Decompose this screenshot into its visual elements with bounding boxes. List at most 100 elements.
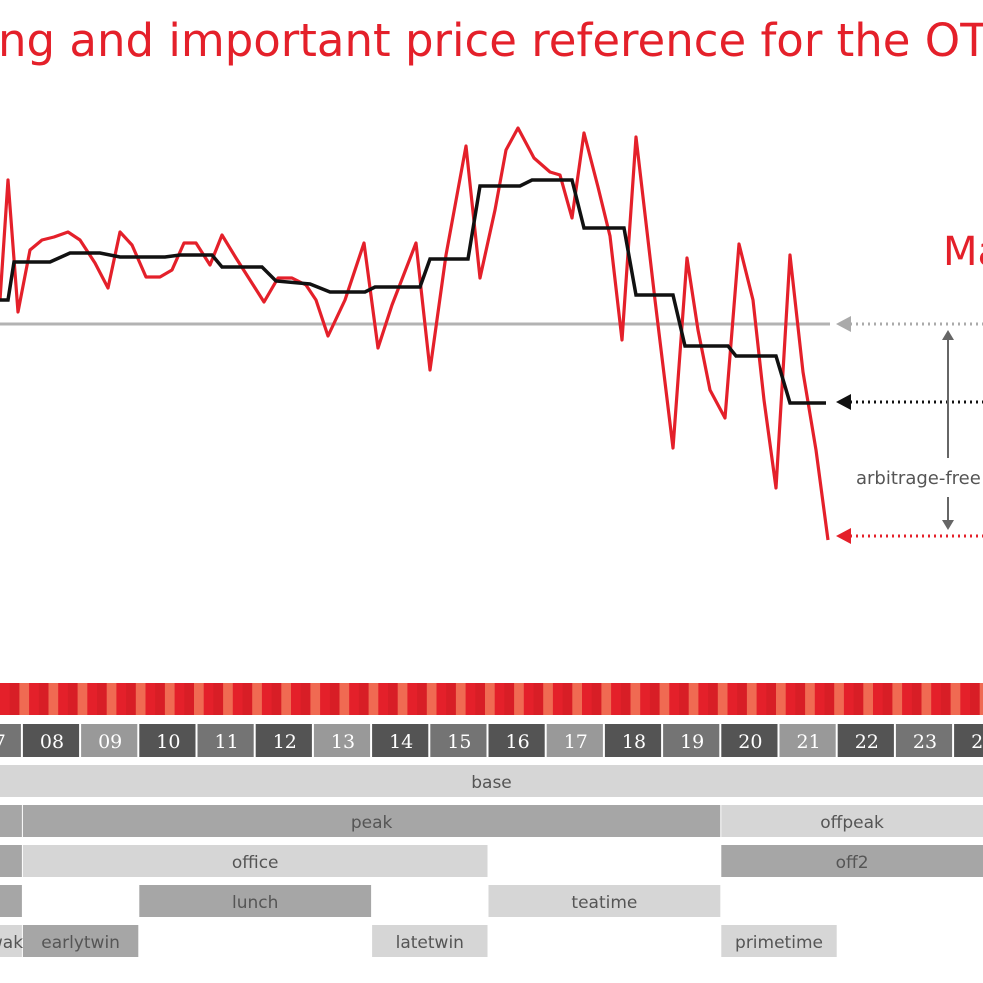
hour-cell (0, 724, 21, 757)
heat-cell (106, 683, 117, 715)
heat-cell (921, 683, 932, 715)
hour-label: 16 (506, 731, 530, 753)
hour-label: 22 (855, 731, 879, 753)
heat-cell (776, 683, 787, 715)
hour-label: 08 (40, 731, 64, 753)
heat-cell (785, 683, 796, 715)
hour-cell (895, 724, 953, 757)
heat-cell (67, 683, 79, 715)
heat-cell (465, 683, 476, 715)
level-reference-arrow (836, 316, 851, 332)
band-off2 (721, 845, 983, 877)
band-peak (22, 805, 721, 837)
heat-cell (271, 683, 282, 715)
heat-cell (940, 683, 952, 715)
heat-cell (766, 683, 777, 715)
hour-label: 10 (156, 731, 180, 753)
heat-cell (417, 683, 428, 715)
hour-cell (488, 724, 545, 757)
band-block (0, 885, 22, 917)
heat-cell (504, 683, 515, 715)
band-label: earlytwin (41, 933, 120, 953)
band-block (0, 845, 22, 877)
heat-cell (814, 683, 826, 715)
heat-cell (174, 683, 185, 715)
heat-cell (543, 683, 554, 715)
heat-cell (87, 683, 98, 715)
heat-cell (950, 683, 961, 715)
hour-label: 11 (215, 731, 239, 753)
heat-cell (320, 683, 331, 715)
level-blocks-arrow (836, 394, 851, 410)
heat-cell (863, 683, 874, 715)
heat-cell (184, 683, 195, 715)
heat-cell (0, 683, 11, 715)
heat-cell (203, 683, 214, 715)
period-bands: basepeakoffpeakofficeoff2lunchteatimewak… (0, 765, 983, 957)
heat-cell (242, 683, 253, 715)
heat-cell (349, 683, 360, 715)
heat-cell (48, 683, 59, 715)
heat-cell (834, 683, 845, 715)
heat-cell (960, 683, 971, 715)
hour-label: 12 (273, 731, 297, 753)
hour-cell (779, 724, 836, 757)
band-teatime (488, 885, 721, 917)
heat-cell (591, 683, 602, 715)
heat-cell (601, 683, 612, 715)
hour-axis: 07 08 09 10 11 12 13 14 15 16 17 18 19 20 21 22 23 24 (0, 724, 983, 757)
band-lunch (139, 885, 372, 917)
heat-cell (291, 683, 302, 715)
hour-cell (430, 724, 487, 757)
heat-cell (911, 683, 923, 715)
band-label: offpeak (820, 813, 884, 833)
heat-cell (135, 683, 147, 715)
heat-cell (38, 683, 50, 715)
heat-cell (892, 683, 903, 715)
hour-label: 24 (971, 731, 983, 753)
level-hourly-arrow (836, 528, 851, 544)
heat-cell (232, 683, 244, 715)
heat-cell (397, 683, 408, 715)
heat-cell (882, 683, 893, 715)
band-label: office (232, 853, 279, 873)
heat-cell (97, 683, 108, 715)
hour-cell (313, 724, 371, 757)
hour-label: 23 (913, 731, 937, 753)
hour-cell (721, 724, 778, 757)
arbitrage-annotation: arbitrage-free (856, 468, 981, 489)
chart-title: ng and important price reference for the… (0, 14, 983, 67)
heat-cell (446, 683, 457, 715)
heat-cell (737, 683, 748, 715)
heat-cell (116, 683, 127, 715)
heat-cell (145, 683, 156, 715)
hour-cell (837, 724, 894, 757)
heat-cell (475, 683, 486, 715)
block-series-line (0, 178, 826, 405)
heat-cell (281, 683, 292, 715)
heat-cell (310, 683, 321, 715)
heat-cell (126, 683, 137, 715)
heat-cell (649, 683, 661, 715)
heat-cell (533, 683, 544, 715)
plot-area (0, 126, 983, 544)
heat-cell (378, 683, 389, 715)
hour-cell (546, 724, 603, 757)
heat-cell (727, 683, 738, 715)
heat-cell (9, 683, 20, 715)
heat-cell (252, 683, 263, 715)
band-latetwin (372, 925, 488, 957)
band-label: off2 (836, 853, 869, 873)
heat-cell (611, 683, 622, 715)
heat-cell (523, 683, 535, 715)
heat-cell (659, 683, 670, 715)
hour-label: 13 (331, 731, 355, 753)
hour-cell (197, 724, 254, 757)
heat-cell (824, 683, 835, 715)
heat-cell (669, 683, 680, 715)
heat-cell (19, 683, 30, 715)
heat-cell (358, 683, 370, 715)
heat-cell (902, 683, 913, 715)
heat-cell (630, 683, 641, 715)
hour-label: 15 (447, 731, 471, 753)
